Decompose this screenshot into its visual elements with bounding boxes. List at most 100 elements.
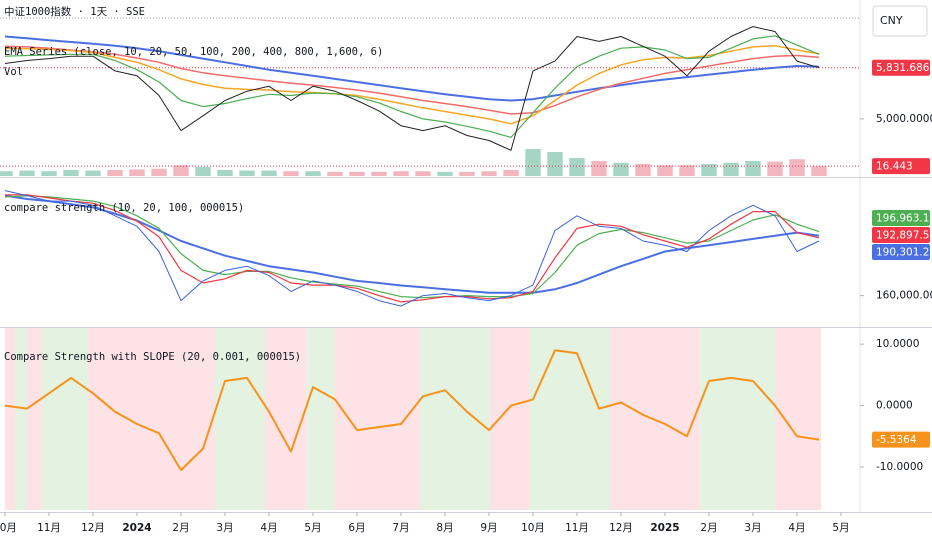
volume-bar xyxy=(657,165,673,176)
price-tag xyxy=(872,59,930,76)
x-tick-label: 9月 xyxy=(480,522,497,534)
x-tick-label: 2月 xyxy=(172,522,189,534)
series-line xyxy=(4,195,820,299)
x-tick-label: 12月 xyxy=(81,522,105,534)
price-tag-label: 16.443 xyxy=(876,161,913,173)
y-tick-label: 10.0000 xyxy=(876,338,919,350)
volume-bar xyxy=(569,158,585,176)
volume-bar xyxy=(129,169,145,176)
state-band xyxy=(214,328,266,510)
series-line xyxy=(4,45,820,115)
pane-title: Compare Strength with SLOPE (20, 0.001, … xyxy=(4,351,301,363)
y-tick-label: -10.0000 xyxy=(876,461,923,473)
price-tag xyxy=(872,243,930,260)
x-tick-label: 3月 xyxy=(216,522,233,534)
price-tag-label: 190,301.2269 xyxy=(876,246,932,258)
volume-bar xyxy=(789,159,805,176)
price-tag xyxy=(872,158,930,175)
state-band xyxy=(529,328,610,510)
volume-bar xyxy=(745,161,761,176)
x-tick-label: 11月 xyxy=(565,522,589,534)
volume-bar xyxy=(305,171,321,176)
volume-bar xyxy=(415,171,431,176)
volume-bar xyxy=(107,170,123,176)
volume-bar xyxy=(85,170,101,176)
volume-bar xyxy=(437,171,453,176)
state-band xyxy=(489,328,530,510)
volume-bar xyxy=(19,170,35,176)
series-line xyxy=(4,194,820,294)
volume-bar xyxy=(41,171,57,176)
state-band xyxy=(5,328,16,510)
volume-bar xyxy=(151,168,167,176)
currency-box[interactable] xyxy=(872,5,928,37)
volume-bar xyxy=(481,171,497,176)
state-band xyxy=(41,328,89,510)
y-tick-label: 5,000.0000 xyxy=(876,113,932,125)
volume-bar xyxy=(349,171,365,176)
volume-bar xyxy=(393,171,409,176)
x-tick-label: 2月 xyxy=(700,522,717,534)
state-band xyxy=(335,328,420,510)
price-tag-label: 196,963.1859 xyxy=(876,212,932,224)
currency[interactable]: CNY xyxy=(880,14,903,27)
x-tick-label: 10月 xyxy=(521,522,545,534)
series-line xyxy=(4,26,820,151)
price-tag-label: -5.5364 xyxy=(876,434,917,446)
pane-title: 中证1000指数 · 1天 · SSE xyxy=(4,5,145,18)
pane-title: compare strength (10, 20, 100, 000015) xyxy=(4,202,244,214)
x-tick-label: 5月 xyxy=(304,522,321,534)
price-tag xyxy=(872,431,930,448)
series-line xyxy=(4,35,820,138)
volume-bar xyxy=(327,171,343,176)
volume-bar xyxy=(723,162,739,176)
state-band xyxy=(88,328,215,510)
volume-bar xyxy=(217,170,233,176)
state-band xyxy=(306,328,335,510)
x-tick-label: 10月 xyxy=(0,522,17,534)
price-tag xyxy=(872,226,930,243)
volume-bar xyxy=(591,161,607,176)
series-line xyxy=(4,44,820,125)
volume-bar xyxy=(173,165,189,176)
series-line xyxy=(4,349,820,472)
price-tag-label: 192,897.5544 xyxy=(876,229,932,241)
y-tick-label: 160,000.0000 xyxy=(876,290,932,302)
volume-bar xyxy=(283,171,299,176)
volume-bar xyxy=(635,164,651,176)
volume-bar xyxy=(503,170,519,176)
volume-bar xyxy=(767,161,783,176)
x-tick-label: 5月 xyxy=(832,522,849,534)
x-tick-label: 3月 xyxy=(744,522,761,534)
x-tick-label: 8月 xyxy=(436,522,453,534)
volume-bar xyxy=(547,152,563,176)
volume-bar xyxy=(679,165,695,176)
state-band xyxy=(775,328,822,510)
x-tick-label: 4月 xyxy=(788,522,805,534)
x-tick-label: 12月 xyxy=(609,522,633,534)
state-band xyxy=(27,328,42,510)
pane-subtitle: EMA Series (close, 10, 20, 50, 100, 200,… xyxy=(4,46,383,58)
x-tick-label: 6月 xyxy=(348,522,365,534)
state-band xyxy=(700,328,775,510)
price-tag xyxy=(872,209,930,226)
x-tick-label: 4月 xyxy=(260,522,277,534)
y-tick-label: 0.0000 xyxy=(876,400,913,412)
volume-bar xyxy=(195,167,211,176)
volume-bar xyxy=(525,149,541,176)
state-band xyxy=(419,328,490,510)
volume-title: Vol xyxy=(4,66,23,78)
volume-bar xyxy=(459,171,475,176)
volume-bar xyxy=(239,170,255,176)
x-tick-label: 7月 xyxy=(392,522,409,534)
series-line xyxy=(4,190,820,307)
volume-bar xyxy=(63,170,79,176)
volume-bar xyxy=(613,162,629,176)
state-band xyxy=(15,328,27,510)
x-tick-label: 2025 xyxy=(650,522,679,534)
x-tick-label: 11月 xyxy=(37,522,61,534)
price-tag-label: 5,831.6869 xyxy=(876,62,932,74)
volume-bar xyxy=(371,171,387,176)
volume-bar xyxy=(261,170,277,176)
